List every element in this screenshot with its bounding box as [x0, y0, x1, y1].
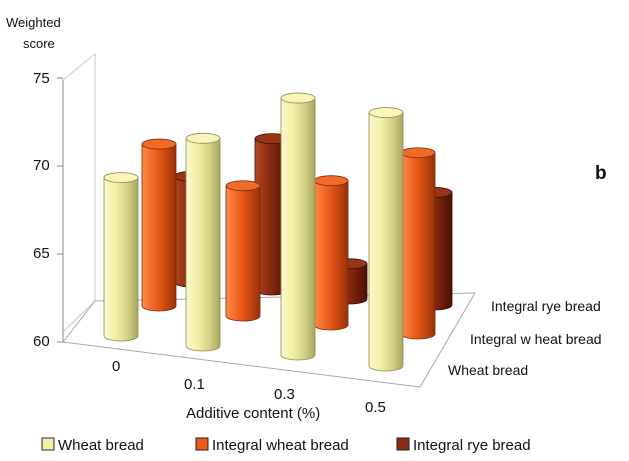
- bar-wheat-bread-0.5: [368, 107, 404, 372]
- bar-integral-wheat-bread-0.3: [313, 175, 349, 331]
- y-tick-label: 60: [33, 333, 50, 350]
- legend-label: Wheat bread: [58, 437, 144, 454]
- bar-integral-wheat-bread-0: [141, 138, 177, 312]
- depth-label: Integral rye bread: [491, 298, 601, 314]
- y-tick-label: 70: [33, 157, 50, 174]
- bar-wheat-bread-0.3: [280, 92, 316, 361]
- legend-swatch-wheat: [41, 437, 55, 451]
- legend-label: Integral wheat bread: [212, 437, 349, 454]
- bar-top: [141, 138, 177, 150]
- bar-top: [280, 92, 316, 104]
- y-tick-label: 65: [33, 245, 50, 262]
- y-axis-label-line1: Weighted: [6, 15, 61, 30]
- bar-body: [185, 137, 221, 352]
- bar-top: [400, 147, 436, 159]
- depth-label: Wheat bread: [448, 362, 528, 378]
- x-tick-label: 0.1: [184, 376, 205, 393]
- panel-label: b: [595, 163, 607, 184]
- legend-swatch-integral-rye: [396, 437, 410, 451]
- floor: [62, 292, 476, 388]
- bar-integral-wheat-bread-0.1: [225, 180, 261, 322]
- x-tick-label: 0: [112, 358, 120, 375]
- x-tick-label: 0.5: [365, 399, 386, 416]
- bar-body: [103, 177, 139, 342]
- bar-body: [280, 97, 316, 361]
- y-axis-label-line2: score: [23, 36, 55, 51]
- x-tick-label: 0.3: [274, 386, 295, 403]
- legend-label: Integral rye bread: [413, 437, 531, 454]
- bar-body: [141, 143, 177, 312]
- bar-body: [225, 185, 261, 322]
- bar-top: [313, 175, 349, 187]
- bar-top: [225, 180, 261, 192]
- y-tick-label: 75: [33, 70, 50, 87]
- bar-body: [313, 180, 349, 331]
- bar-body: [368, 112, 404, 372]
- y-tick-marks: [57, 77, 63, 343]
- depth-label: Integral w heat bread: [470, 331, 602, 347]
- bar-body: [400, 152, 436, 340]
- bars: [103, 92, 453, 372]
- back-wall: [62, 52, 96, 334]
- legend: Wheat bread Integral wheat bread Integra…: [41, 437, 531, 454]
- bar-top: [103, 172, 139, 184]
- bar-top: [185, 132, 221, 144]
- bar-wheat-bread-0: [103, 172, 139, 342]
- legend-swatch-integral-wheat: [195, 437, 209, 451]
- bar-wheat-bread-0.1: [185, 132, 221, 352]
- bar-top: [368, 107, 404, 118]
- x-axis-label: Additive content (%): [186, 405, 320, 422]
- bar-integral-wheat-bread-0.5: [400, 147, 436, 340]
